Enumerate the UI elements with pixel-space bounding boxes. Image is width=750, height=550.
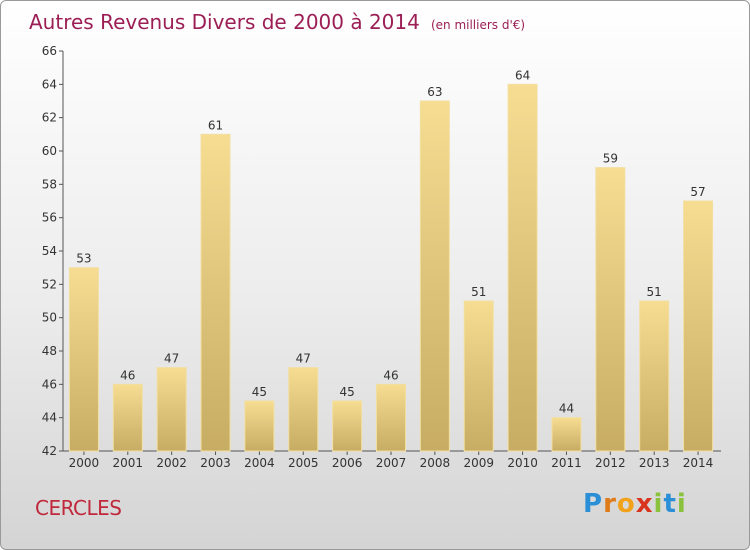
- y-tick-label: 66: [42, 44, 57, 58]
- brand-letter: t: [663, 489, 677, 519]
- x-tick-label: 2007: [376, 456, 407, 470]
- x-tick-label: 2004: [244, 456, 275, 470]
- x-tick-label: 2009: [463, 456, 494, 470]
- brand-letter: o: [616, 489, 636, 519]
- y-tick-label: 42: [42, 444, 57, 458]
- bar-layer: 53 46 47 61 45 47 45 46 63 51 64 44 59 51 57: [68, 68, 714, 452]
- x-tick-label: 2006: [332, 456, 363, 470]
- x-tick-label: 2000: [69, 456, 100, 470]
- bar-value-label: 46: [120, 368, 135, 382]
- bar: [244, 400, 275, 452]
- x-tick-label: 2002: [156, 456, 187, 470]
- bar-value-label: 51: [471, 285, 486, 299]
- brand-letter: x: [635, 489, 654, 519]
- x-tick-label: 2010: [507, 456, 538, 470]
- y-tick-label: 46: [42, 377, 57, 391]
- x-tick-label: 2003: [200, 456, 231, 470]
- bar-value-label: 51: [647, 285, 662, 299]
- x-tick-label: 2012: [595, 456, 626, 470]
- bar-value-label: 47: [164, 352, 179, 366]
- bar: [683, 200, 714, 452]
- brand-letter: i: [676, 489, 687, 519]
- bar-value-label: 45: [252, 385, 267, 399]
- y-tick-label: 64: [42, 77, 57, 91]
- place-name: CERCLES: [35, 496, 122, 520]
- bar-value-label: 47: [296, 352, 311, 366]
- title-row: Autres Revenus Divers de 2000 à 2014 (en…: [29, 10, 525, 34]
- y-tick-label: 60: [42, 144, 57, 158]
- y-tick-label: 58: [42, 177, 57, 191]
- bar-value-label: 63: [427, 85, 442, 99]
- bar: [68, 267, 99, 452]
- bar-value-label: 46: [383, 368, 398, 382]
- y-tick-label: 44: [42, 411, 57, 425]
- y-tick-label: 54: [42, 244, 57, 258]
- brand-letter: r: [603, 489, 617, 519]
- y-tick-label: 56: [42, 211, 57, 225]
- bar: [200, 133, 231, 452]
- bar: [463, 300, 494, 452]
- bar-value-label: 61: [208, 118, 223, 132]
- bar-value-label: 53: [76, 252, 91, 266]
- bar: [507, 83, 538, 452]
- bar: [419, 100, 450, 452]
- x-tick-label: 2011: [551, 456, 582, 470]
- bar-value-label: 64: [515, 68, 530, 82]
- bar-value-label: 57: [690, 185, 705, 199]
- bar: [156, 367, 187, 452]
- bar-value-label: 45: [339, 385, 354, 399]
- bar: [288, 367, 319, 452]
- brand-letter: i: [653, 489, 664, 519]
- bar-value-label: 44: [559, 402, 574, 416]
- bar-value-label: 59: [603, 152, 618, 166]
- brand-logo[interactable]: Proxiti: [583, 489, 687, 519]
- x-tick-label: 2013: [639, 456, 670, 470]
- bar: [551, 417, 582, 452]
- chart-subtitle: (en milliers d'€): [430, 18, 526, 32]
- brand-letter: P: [583, 489, 604, 519]
- chart-title: Autres Revenus Divers de 2000 à 2014: [29, 10, 420, 34]
- x-tick-label: 2014: [683, 456, 714, 470]
- y-tick-label: 62: [42, 111, 57, 125]
- bar: [639, 300, 670, 452]
- y-tick-label: 52: [42, 277, 57, 291]
- bar: [112, 383, 143, 452]
- bar: [332, 400, 363, 452]
- y-tick-label: 48: [42, 344, 57, 358]
- x-tick-label: 2008: [420, 456, 451, 470]
- x-tick-label: 2005: [288, 456, 319, 470]
- bar: [595, 167, 626, 452]
- x-tick-label: 2001: [113, 456, 144, 470]
- axis-layer: 42 44 46 48 50 52 54 56 58 60 62 64 66 2000 2001 2002 20…: [42, 44, 721, 470]
- y-tick-label: 50: [42, 311, 57, 325]
- bar: [376, 383, 406, 452]
